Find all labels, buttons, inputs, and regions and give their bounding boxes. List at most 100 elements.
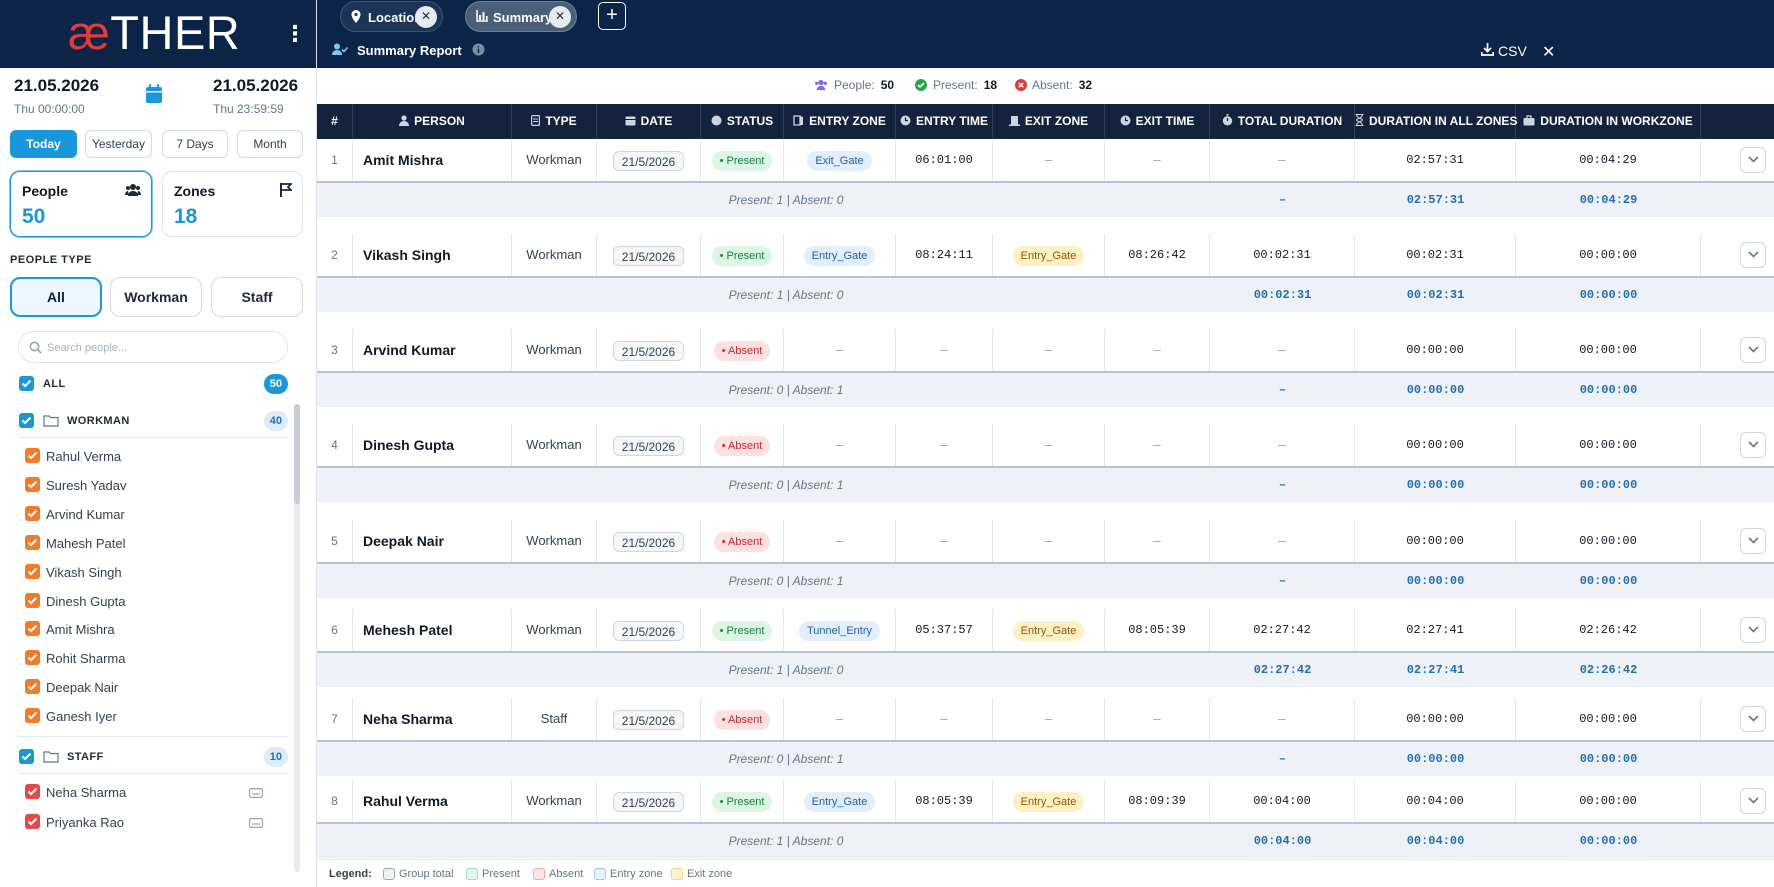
checkbox-checked-icon[interactable] <box>25 448 40 463</box>
column-header-workzone[interactable]: DURATION IN WORKZONE <box>1516 104 1701 139</box>
expand-row-button[interactable] <box>1740 706 1766 732</box>
cell-entry-zone: Entry_Gate <box>784 234 896 276</box>
checkbox-checked-icon[interactable] <box>25 679 40 695</box>
expand-row-button[interactable] <box>1740 337 1766 363</box>
list-item[interactable]: Dinesh Gupta <box>0 587 296 615</box>
column-header-total[interactable]: TOTAL DURATION <box>1210 104 1355 139</box>
people-card[interactable]: People 50 <box>10 171 152 237</box>
column-header-all-zones[interactable]: DURATION IN ALL ZONES <box>1355 104 1517 139</box>
cell-exit-time: – <box>1105 520 1210 562</box>
checkbox-checked-icon[interactable] <box>19 749 34 764</box>
group-total-duration: – <box>1278 383 1287 397</box>
search-icon <box>29 341 42 354</box>
table-row[interactable]: 4 Dinesh Gupta Workman 21/5/2026 • Absent – – –… <box>317 424 1774 468</box>
end-date[interactable]: 21.05.2026 Thu 23:59:59 <box>213 76 298 116</box>
column-header-entry-zone[interactable]: ENTRY ZONE <box>784 104 896 139</box>
expand-row-button[interactable] <box>1740 617 1766 643</box>
table-row[interactable]: 2 Vikash Singh Workman 21/5/2026 • Present En… <box>317 234 1774 278</box>
column-header-label: PERSON <box>414 114 465 128</box>
legend-title: Legend: <box>329 868 372 880</box>
checkbox-checked-icon[interactable] <box>25 534 40 550</box>
close-tab-icon[interactable]: ✕ <box>415 6 437 28</box>
list-item[interactable]: Vikash Singh <box>0 558 296 586</box>
calendar-icon[interactable] <box>145 84 163 104</box>
column-header-status[interactable]: STATUS <box>701 104 784 139</box>
csv-export-button[interactable]: CSV <box>1498 43 1527 59</box>
checkbox-checked-icon[interactable] <box>19 413 34 428</box>
list-item[interactable]: Rahul Verma <box>0 442 296 470</box>
checkbox-checked-icon[interactable] <box>25 814 40 829</box>
close-icon[interactable]: ✕ <box>1542 44 1556 61</box>
table-row[interactable]: 3 Arvind Kumar Workman 21/5/2026 • Absent – – –… <box>317 329 1774 373</box>
people-type-workman-button[interactable]: Workman <box>110 277 202 317</box>
expand-row-button[interactable] <box>1740 788 1766 814</box>
list-item[interactable]: Suresh Yadav <box>0 471 296 499</box>
checkbox-checked-icon[interactable] <box>25 476 40 492</box>
checkbox-checked-icon[interactable] <box>25 621 40 637</box>
range-month-button[interactable]: Month <box>237 130 303 158</box>
list-item[interactable]: Rohit Sharma <box>0 644 296 672</box>
legend-swatch-group-total <box>383 868 395 880</box>
list-item[interactable]: Ganesh Iyer <box>0 702 296 730</box>
more-options-icon[interactable]: ⋮ <box>284 21 306 46</box>
tab-location[interactable]: Location ✕ <box>340 1 443 32</box>
table-row[interactable]: 1 Amit Mishra Workman 21/5/2026 • Present Exi… <box>317 139 1774 183</box>
people-type-all-button[interactable]: All <box>10 277 102 317</box>
bar-chart-icon <box>476 10 488 22</box>
column-header-exit-time[interactable]: EXIT TIME <box>1105 104 1210 139</box>
checkbox-checked-icon[interactable] <box>25 505 40 521</box>
checkbox-checked-icon[interactable] <box>25 784 40 799</box>
cell-type: Workman <box>512 780 597 822</box>
list-item[interactable]: Mahesh Patel <box>0 529 296 557</box>
expand-row-button[interactable] <box>1740 432 1766 458</box>
info-icon[interactable] <box>472 43 485 56</box>
person-name: Amit Mishra <box>46 622 115 638</box>
stat-present-value: 18 <box>983 78 998 92</box>
expand-row-button[interactable] <box>1740 147 1766 173</box>
column-header-n[interactable]: # <box>317 104 353 139</box>
checkbox-checked-icon[interactable] <box>19 376 34 391</box>
list-item[interactable]: Neha Sharma <box>0 778 296 806</box>
download-icon[interactable] <box>1481 43 1494 56</box>
table-row[interactable]: 8 Rahul Verma Workman 21/5/2026 • Present Ent… <box>317 780 1774 824</box>
table-row[interactable]: 6 Mehesh Patel Workman 21/5/2026 • Present Tu… <box>317 609 1774 653</box>
checkbox-checked-icon[interactable] <box>25 650 40 666</box>
start-date-value: 21.05.2026 <box>14 76 100 95</box>
list-item[interactable]: Deepak Nair <box>0 673 296 701</box>
column-header-exit-zone[interactable]: EXIT ZONE <box>993 104 1105 139</box>
zones-card[interactable]: Zones 18 <box>162 171 303 237</box>
column-header-type[interactable]: TYPE <box>512 104 597 139</box>
list-item[interactable]: Amit Mishra <box>0 615 296 643</box>
column-header-entry-time[interactable]: ENTRY TIME <box>896 104 993 139</box>
search-input[interactable] <box>47 338 277 358</box>
add-tab-button[interactable]: + <box>598 2 626 30</box>
table-row[interactable]: 7 Neha Sharma Staff 21/5/2026 • Absent – – – – – 0… <box>317 698 1774 742</box>
tab-summary[interactable]: Summary ✕ <box>465 1 577 32</box>
list-item[interactable]: Arvind Kumar <box>0 500 296 528</box>
sidebar-scrollbar[interactable] <box>294 404 300 872</box>
table-row[interactable]: 5 Deepak Nair Workman 21/5/2026 • Absent – – – –… <box>317 520 1774 564</box>
status-badge: • Absent <box>713 340 771 361</box>
range-7days-button[interactable]: 7 Days <box>162 130 228 158</box>
checkbox-checked-icon[interactable] <box>25 708 40 724</box>
entry-zone-pill: Entry_Gate <box>803 791 876 812</box>
range-today-button[interactable]: Today <box>10 130 77 158</box>
expand-row-button[interactable] <box>1740 528 1766 554</box>
person-name: Dinesh Gupta <box>363 437 455 453</box>
column-header-person[interactable]: PERSON <box>353 104 512 139</box>
expand-row-button[interactable] <box>1740 242 1766 268</box>
column-header-date[interactable]: DATE <box>597 104 701 139</box>
date-range[interactable]: 21.05.2026 Thu 00:00:00 21.05.2026 Thu 2… <box>0 76 316 122</box>
start-date[interactable]: 21.05.2026 Thu 00:00:00 <box>14 76 99 116</box>
checkbox-checked-icon[interactable] <box>25 592 40 608</box>
list-item[interactable]: Priyanka Rao <box>0 808 296 836</box>
list-item-all[interactable]: ALL 50 <box>0 370 296 398</box>
group-staff[interactable]: STAFF 10 <box>0 743 296 771</box>
group-workman[interactable]: WORKMAN 40 <box>0 407 296 435</box>
all-zones-value: 00:04:00 <box>1406 794 1464 808</box>
close-tab-icon[interactable]: ✕ <box>549 6 571 28</box>
range-yesterday-button[interactable]: Yesterday <box>85 130 152 158</box>
people-type-staff-button[interactable]: Staff <box>211 277 303 317</box>
checkbox-checked-icon[interactable] <box>25 563 40 579</box>
sidebar-scroll-thumb[interactable] <box>294 404 300 504</box>
